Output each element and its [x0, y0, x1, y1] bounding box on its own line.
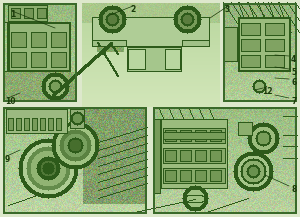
Text: 3: 3: [225, 5, 230, 14]
Text: 12: 12: [262, 87, 272, 96]
Text: 1: 1: [10, 10, 15, 19]
Text: 6: 6: [291, 78, 296, 87]
Text: 10: 10: [5, 97, 16, 106]
Text: 9: 9: [5, 155, 10, 164]
Text: 2: 2: [130, 5, 135, 14]
Text: 4: 4: [291, 55, 296, 64]
Text: 7: 7: [291, 97, 296, 106]
Text: 8: 8: [291, 185, 296, 194]
Text: 5: 5: [291, 68, 296, 77]
